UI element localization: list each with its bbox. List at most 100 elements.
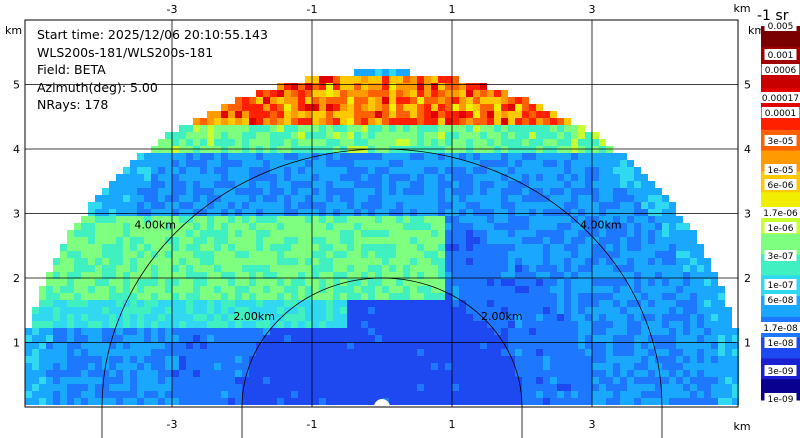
heatmap-cell [242,230,249,237]
heatmap-cell [480,118,487,125]
heatmap-cell [431,188,438,195]
heatmap-cell [333,104,340,111]
heatmap-cell [396,160,403,167]
heatmap-cell [214,328,221,335]
heatmap-cell [270,202,277,209]
heatmap-cell [550,349,557,356]
heatmap-cell [228,237,235,244]
heatmap-cell [193,307,200,314]
heatmap-cell [158,272,165,279]
heatmap-cell [683,286,690,293]
heatmap-cell [585,146,592,153]
heatmap-cell [627,167,634,174]
heatmap-cell [592,272,599,279]
heatmap-cell [123,237,130,244]
heatmap-cell [697,251,704,258]
heatmap-cell [424,139,431,146]
heatmap-cell [606,321,613,328]
heatmap-cell [403,314,410,321]
heatmap-cell [137,244,144,251]
heatmap-cell [690,363,697,370]
heatmap-cell [417,104,424,111]
heatmap-cell [410,370,417,377]
heatmap-cell [74,258,81,265]
heatmap-cell [410,202,417,209]
heatmap-cell [25,363,32,370]
heatmap-cell [564,377,571,384]
heatmap-cell [508,223,515,230]
heatmap-cell [606,335,613,342]
heatmap-cell [200,349,207,356]
heatmap-cell [375,209,382,216]
heatmap-cell [354,286,361,293]
heatmap-cell [480,293,487,300]
heatmap-cell [718,321,725,328]
heatmap-cell [172,328,179,335]
heatmap-cell [690,244,697,251]
heatmap-cell [711,300,718,307]
heatmap-cell [725,328,732,335]
heatmap-cell [277,384,284,391]
heatmap-cell [319,398,326,405]
heatmap-cell [564,216,571,223]
heatmap-cell [627,377,634,384]
heatmap-cell [361,356,368,363]
heatmap-cell [459,223,466,230]
heatmap-cell [312,174,319,181]
heatmap-cell [410,167,417,174]
heatmap-cell [543,356,550,363]
heatmap-cell [494,349,501,356]
heatmap-cell [95,223,102,230]
heatmap-cell [697,293,704,300]
x-tick-label: -1 [307,418,318,431]
heatmap-cell [130,230,137,237]
heatmap-cell [158,153,165,160]
heatmap-cell [298,258,305,265]
heatmap-cell [221,230,228,237]
heatmap-cell [536,279,543,286]
heatmap-cell [466,97,473,104]
heatmap-cell [473,132,480,139]
heatmap-cell [557,237,564,244]
heatmap-cell [319,181,326,188]
heatmap-cell [501,251,508,258]
heatmap-cell [375,286,382,293]
heatmap-cell [186,202,193,209]
heatmap-cell [263,237,270,244]
heatmap-cell [263,118,270,125]
heatmap-cell [494,125,501,132]
heatmap-cell [697,321,704,328]
heatmap-cell [88,314,95,321]
heatmap-cell [333,279,340,286]
heatmap-cell [151,377,158,384]
heatmap-cell [130,216,137,223]
heatmap-cell [298,237,305,244]
heatmap-cell [172,356,179,363]
heatmap-cell [634,209,641,216]
heatmap-cell [564,356,571,363]
heatmap-cell [249,167,256,174]
heatmap-cell [74,363,81,370]
heatmap-cell [557,146,564,153]
heatmap-cell [270,377,277,384]
heatmap-cell [550,398,557,405]
heatmap-cell [228,244,235,251]
heatmap-cell [228,265,235,272]
heatmap-cell [487,363,494,370]
heatmap-cell [151,181,158,188]
heatmap-cell [606,258,613,265]
heatmap-cell [410,188,417,195]
heatmap-cell [620,300,627,307]
heatmap-cell [592,223,599,230]
heatmap-cell [319,125,326,132]
heatmap-cell [592,174,599,181]
heatmap-cell [137,356,144,363]
heatmap-cell [81,363,88,370]
heatmap-cell [375,111,382,118]
heatmap-cell [347,237,354,244]
heatmap-cell [214,307,221,314]
heatmap-cell [179,286,186,293]
heatmap-cell [81,237,88,244]
heatmap-cell [403,83,410,90]
heatmap-cell [445,391,452,398]
